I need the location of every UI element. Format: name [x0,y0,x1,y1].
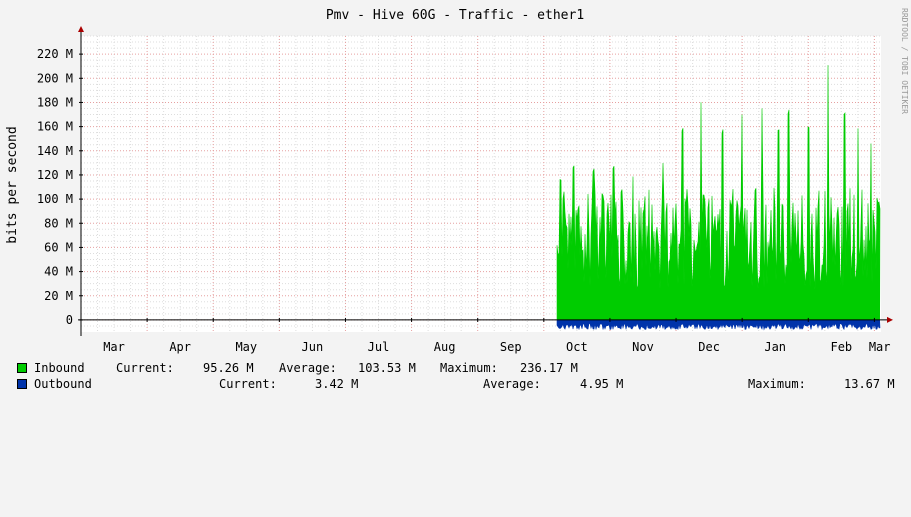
y-tick-label: 220 M [37,47,73,61]
x-tick-label: Jul [368,340,390,354]
y-tick-label: 20 M [44,289,73,303]
y-tick-label: 0 [66,313,73,327]
x-axis-arrow [887,316,893,323]
x-tick-label: Mar [869,340,891,354]
outbound-maximum-value: 13.67 M [844,377,895,391]
x-tick-label: Aug [434,340,456,354]
y-tick-label: 160 M [37,120,73,134]
y-axis-label: bits per second [5,126,20,243]
outbound-current-label: Current: [219,377,277,391]
x-tick-labels: Mar Apr May Jun Jul Aug Sep Oct Nov Dec Jan Feb Mar [103,340,890,354]
outbound-current-value: 3.42 M [315,377,359,391]
chart-title: Pmv - Hive 60G - Traffic - ether1 [326,8,584,23]
inbound-maximum-value: 236.17 M [520,361,578,375]
legend-row-outbound: Outbound Current: 3.42 M Average: 4.95 M… [0,377,911,393]
y-tick-label: 40 M [44,265,73,279]
y-tick-label: 180 M [37,95,73,109]
y-tick-label: 120 M [37,168,73,182]
outbound-average-label: Average: [483,377,541,391]
x-tick-label: Dec [698,340,720,354]
inbound-current-value: 95.26 M [203,361,254,375]
chart-canvas: 0 20 M 40 M 60 M 80 M 100 M 120 M 140 M 160 M 180… [5,8,909,354]
outbound-legend-label: Outbound [34,377,92,391]
y-tick-label: 80 M [44,216,73,230]
y-tick-label: 60 M [44,240,73,254]
rrdtool-watermark: RRDTOOL / TOBI OETIKER [900,8,909,114]
inbound-maximum-label: Maximum: [440,361,498,375]
inbound-current-label: Current: [116,361,174,375]
y-tick-label: 100 M [37,192,73,206]
minor-gridlines [81,35,881,332]
x-tick-label: Oct [566,340,588,354]
x-tick-label: May [235,340,257,354]
x-tick-label: Sep [500,340,522,354]
x-tick-label: Nov [632,340,654,354]
x-tick-label: Jan [764,340,786,354]
traffic-graph: 0 20 M 40 M 60 M 80 M 100 M 120 M 140 M 160 M 180… [0,8,911,393]
inbound-legend-label: Inbound [34,361,85,375]
y-tick-labels: 0 20 M 40 M 60 M 80 M 100 M 120 M 140 M 160 M 180… [37,47,73,327]
legend-row-inbound: Inbound Current: 95.26 M Average: 103.53… [0,361,911,377]
y-tick-label: 140 M [37,144,73,158]
inbound-area [556,65,881,321]
y-tick-label: 200 M [37,71,73,85]
outbound-maximum-label: Maximum: [748,377,806,391]
x-tick-label: Feb [830,340,852,354]
axes [78,26,893,336]
outbound-area [556,319,881,331]
series-layer [556,65,881,331]
inbound-swatch [17,363,27,373]
x-tick-label: Apr [169,340,191,354]
outbound-swatch [17,379,27,389]
x-tick-label: Mar [103,340,125,354]
inbound-average-label: Average: [279,361,337,375]
inbound-average-value: 103.53 M [358,361,416,375]
x-tick-label: Jun [302,340,324,354]
y-axis-arrow [78,26,84,32]
outbound-average-value: 4.95 M [580,377,624,391]
